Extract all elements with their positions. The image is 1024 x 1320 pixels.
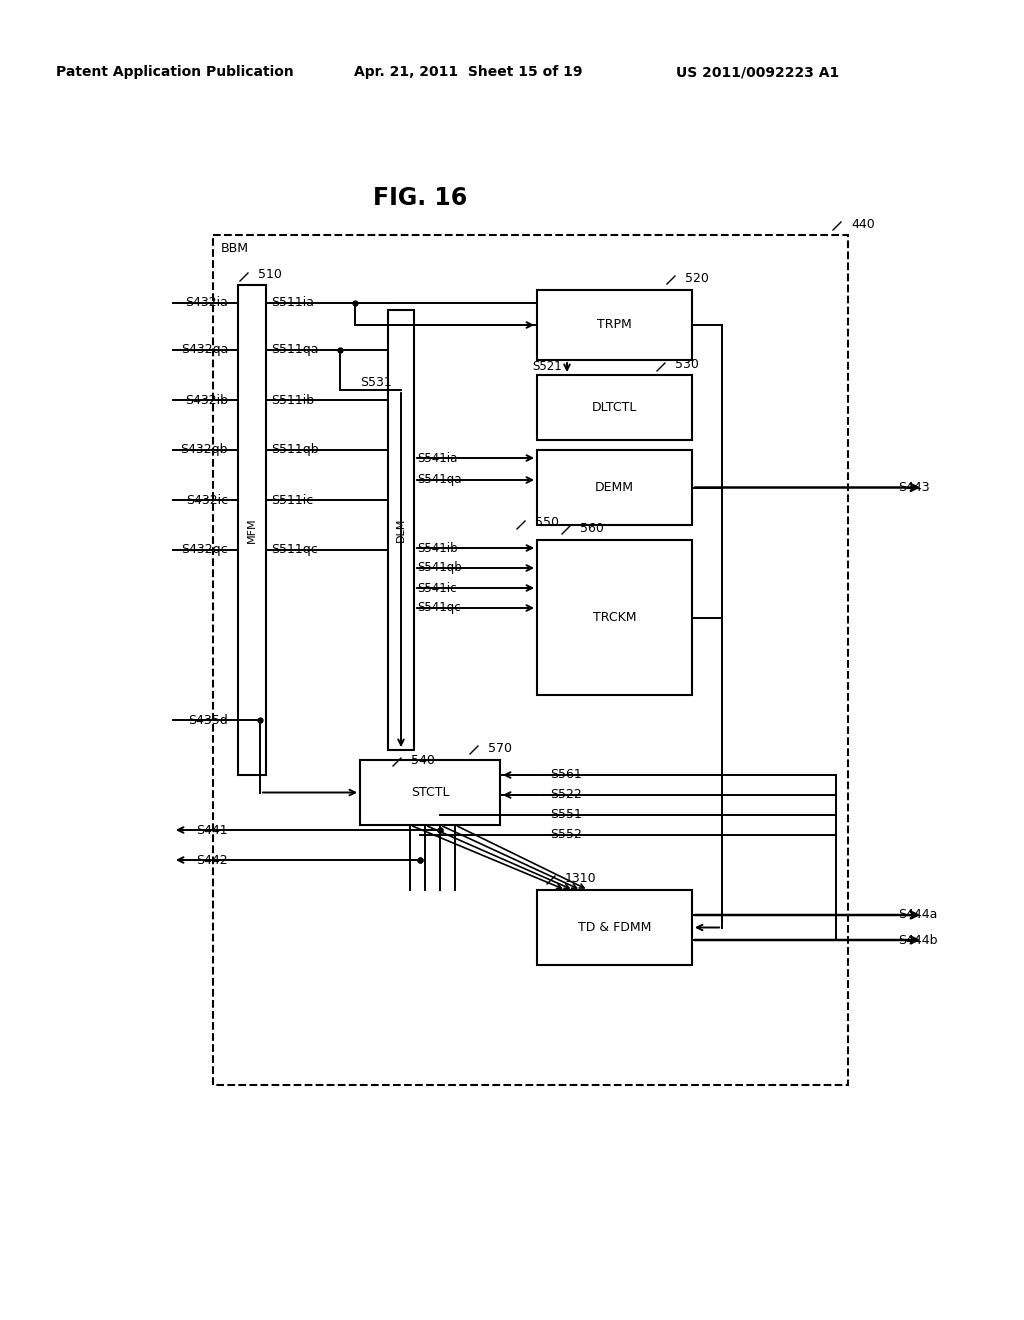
Text: 540: 540 bbox=[411, 754, 435, 767]
Text: TRCKM: TRCKM bbox=[593, 611, 636, 624]
Text: S541ic: S541ic bbox=[417, 582, 457, 594]
Text: S432qb: S432qb bbox=[180, 444, 228, 457]
Text: 1310: 1310 bbox=[565, 871, 597, 884]
Text: TD & FDMM: TD & FDMM bbox=[578, 921, 651, 935]
Text: Patent Application Publication: Patent Application Publication bbox=[56, 65, 294, 79]
Text: S432qa: S432qa bbox=[180, 343, 228, 356]
Text: S511ia: S511ia bbox=[271, 297, 314, 309]
Text: 560: 560 bbox=[580, 521, 604, 535]
Text: S511qc: S511qc bbox=[271, 544, 317, 557]
Text: S442: S442 bbox=[197, 854, 228, 866]
Text: S511qa: S511qa bbox=[271, 343, 318, 356]
Text: S444b: S444b bbox=[898, 933, 938, 946]
Text: 520: 520 bbox=[685, 272, 709, 285]
Text: S541qa: S541qa bbox=[417, 474, 462, 487]
Text: S531: S531 bbox=[360, 375, 392, 388]
Text: S432ib: S432ib bbox=[185, 393, 228, 407]
Text: S444a: S444a bbox=[898, 908, 937, 921]
Text: S441: S441 bbox=[197, 824, 228, 837]
Bar bbox=[388, 310, 414, 750]
Bar bbox=[537, 450, 692, 525]
Text: FIG. 16: FIG. 16 bbox=[373, 186, 467, 210]
Text: S552: S552 bbox=[550, 829, 582, 842]
Bar bbox=[360, 760, 500, 825]
Bar bbox=[537, 540, 692, 696]
Text: S541qb: S541qb bbox=[417, 561, 462, 574]
Text: S435d: S435d bbox=[188, 714, 228, 726]
Text: S541ib: S541ib bbox=[417, 541, 458, 554]
Text: TRPM: TRPM bbox=[597, 318, 632, 331]
Text: S511qb: S511qb bbox=[271, 444, 318, 457]
Text: BBM: BBM bbox=[221, 243, 249, 256]
Text: Apr. 21, 2011  Sheet 15 of 19: Apr. 21, 2011 Sheet 15 of 19 bbox=[353, 65, 583, 79]
Text: S511ic: S511ic bbox=[271, 494, 313, 507]
Text: S432ia: S432ia bbox=[185, 297, 228, 309]
Text: S541qc: S541qc bbox=[417, 602, 461, 615]
Text: S521: S521 bbox=[532, 359, 562, 372]
Text: S561: S561 bbox=[550, 768, 582, 781]
Text: 530: 530 bbox=[675, 359, 698, 371]
Text: STCTL: STCTL bbox=[411, 785, 450, 799]
Text: S432qc: S432qc bbox=[181, 544, 228, 557]
Text: DLTCTL: DLTCTL bbox=[592, 401, 637, 414]
Bar bbox=[238, 285, 266, 775]
Text: S522: S522 bbox=[550, 788, 582, 801]
Text: S551: S551 bbox=[550, 808, 582, 821]
Text: S443: S443 bbox=[898, 480, 930, 494]
Text: US 2011/0092223 A1: US 2011/0092223 A1 bbox=[677, 65, 840, 79]
Text: 550: 550 bbox=[535, 516, 559, 529]
Bar bbox=[213, 235, 848, 1085]
Text: S511ib: S511ib bbox=[271, 393, 314, 407]
Text: DLM: DLM bbox=[396, 517, 406, 543]
Text: S541ia: S541ia bbox=[417, 451, 458, 465]
Bar bbox=[537, 375, 692, 440]
Bar bbox=[537, 890, 692, 965]
Text: MFM: MFM bbox=[247, 517, 257, 543]
Text: 440: 440 bbox=[851, 218, 874, 231]
Bar bbox=[537, 290, 692, 360]
Text: 570: 570 bbox=[488, 742, 512, 755]
Text: 510: 510 bbox=[258, 268, 282, 281]
Text: DEMM: DEMM bbox=[595, 480, 634, 494]
Text: S432ic: S432ic bbox=[186, 494, 228, 507]
